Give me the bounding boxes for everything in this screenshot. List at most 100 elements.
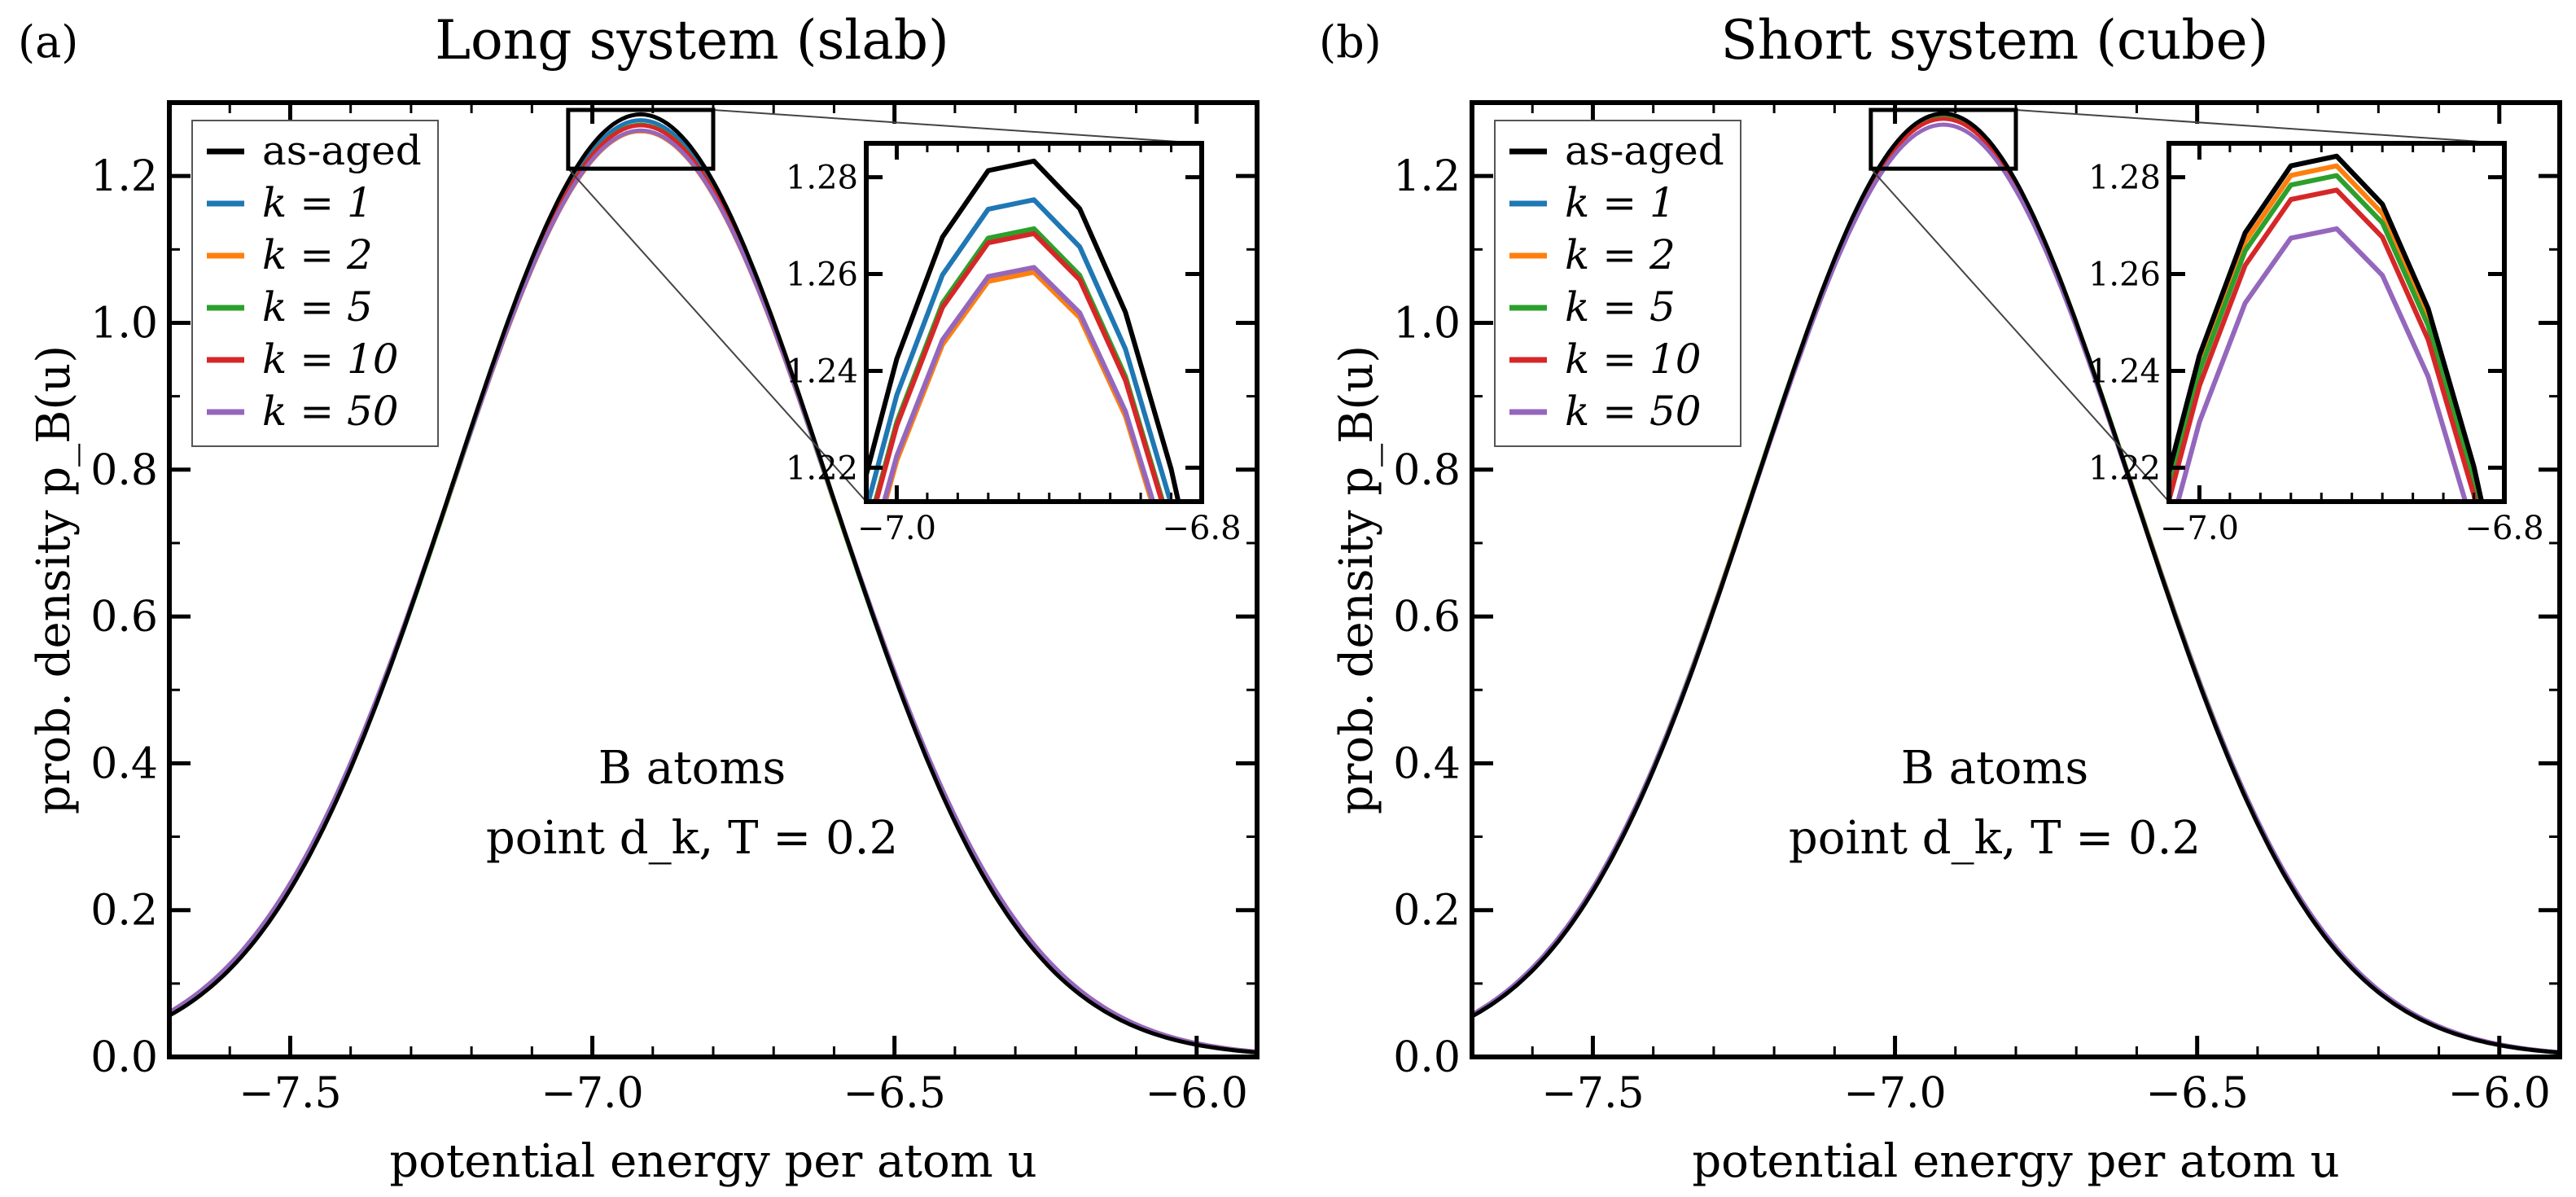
panel-a-curves [168, 112, 1258, 1054]
legend-label-k2: k = 2 [262, 231, 373, 278]
legend-label-k5: k = 5 [1565, 283, 1676, 331]
zoom-connector-line [1870, 168, 2170, 502]
inset-ticks [2169, 143, 2507, 502]
panel-b-curves [1470, 112, 2561, 1055]
panel-b-x-tick-labels: −7.5 −7.0 −6.5 −6.0 [1541, 1069, 2551, 1118]
panel-b-title: Short system (cube) [1721, 9, 2269, 72]
panel-a-title: Long system (slab) [435, 9, 949, 72]
x-tick-label: −6.5 [843, 1069, 946, 1118]
x-tick-label: −7.5 [1541, 1069, 1644, 1118]
inset-y-tick-labels: 1.22 1.24 1.26 1.28 [786, 160, 858, 488]
legend-label-k10: k = 10 [1565, 335, 1702, 383]
panel-a: (a) Long system (slab) −7.5 −7.0 −6.5 −6… [18, 9, 1260, 1188]
inset-curve-as-aged [866, 158, 1181, 502]
inset-y-tick-label: 1.22 [786, 449, 858, 487]
panel-a-annotation-line-2: point d_k, T = 0.2 [486, 812, 898, 865]
inset-y-tick-label: 1.26 [786, 256, 858, 294]
panel-b-ticks [1470, 103, 2561, 1059]
legend-label-k2: k = 2 [1565, 231, 1676, 278]
curve-as-aged [1470, 112, 2561, 1055]
y-tick-label: 0.0 [1393, 1033, 1461, 1082]
legend-label-as-aged: as-aged [262, 127, 422, 174]
inset-y-tick-label: 1.24 [786, 353, 858, 390]
inset-background [866, 143, 1202, 502]
inset-curve-k50 [881, 265, 1156, 502]
inset-curve-k1 [866, 197, 1173, 502]
inset-x-tick-label: −7.0 [2160, 510, 2239, 547]
panel-b-inset: −7.0 −6.8 1.22 1.24 1.26 1.28 [2088, 141, 2544, 547]
legend-label-k5: k = 5 [262, 283, 373, 331]
y-tick-label: 0.4 [1393, 739, 1461, 788]
inset-x-tick-label: −7.0 [857, 510, 936, 547]
panel-b-legend: as-aged k = 1 k = 2 k = 5 k = 10 k = 50 [1494, 120, 1741, 447]
x-tick-label: −6.0 [2448, 1069, 2551, 1118]
legend-label-k50: k = 50 [1565, 388, 1702, 435]
zoom-connector-line [2015, 109, 2505, 144]
inset-y-tick-label: 1.28 [786, 160, 858, 197]
panel-b-y-axis-label: prob. density p_B(u) [1330, 345, 1383, 814]
x-tick-label: −7.5 [239, 1069, 341, 1118]
curve-k50 [168, 128, 1258, 1054]
inset-x-tick-label: −6.8 [1162, 510, 1241, 547]
panel-b-annotation-line-2: point d_k, T = 0.2 [1789, 812, 2201, 865]
y-tick-label: 0.0 [90, 1033, 158, 1082]
panel-a-x-tick-labels: −7.5 −7.0 −6.5 −6.0 [239, 1069, 1248, 1118]
panel-a-zoom-indicator [566, 107, 1203, 502]
inset-frame [2166, 141, 2507, 504]
legend-frame [191, 120, 439, 447]
panel-a-x-axis-label: potential energy per atom u [389, 1135, 1036, 1188]
inset-curve-as-aged [2169, 153, 2485, 502]
zoom-box [566, 107, 716, 171]
y-tick-label: 0.6 [1393, 593, 1461, 642]
zoom-connector-line [567, 168, 867, 502]
y-tick-label: 1.0 [90, 299, 158, 348]
inset-frame [864, 141, 1204, 504]
panel-a-label: (a) [18, 16, 78, 68]
inset-curve-k2 [883, 270, 1154, 502]
x-tick-label: −6.5 [2146, 1069, 2249, 1118]
inset-y-tick-label: 1.24 [2088, 353, 2161, 390]
legend-label-as-aged: as-aged [1565, 127, 1724, 174]
legend-label-k10: k = 10 [262, 335, 399, 383]
inset-x-tick-labels: −7.0 −6.8 [2160, 510, 2544, 547]
legend-label-k1: k = 1 [262, 179, 373, 226]
zoom-connector-line [712, 109, 1203, 144]
panel-a-inset: −7.0 −6.8 1.22 1.24 1.26 1.28 [786, 141, 1242, 547]
legend-label-k1: k = 1 [1565, 179, 1676, 226]
y-tick-label: 0.6 [90, 593, 158, 642]
inset-x-tick-labels: −7.0 −6.8 [857, 510, 1242, 547]
panel-a-annotation-line-1: B atoms [598, 742, 786, 795]
inset-curves [866, 158, 1181, 502]
legend-frame [1494, 120, 1741, 447]
y-tick-label: 0.4 [90, 739, 158, 788]
inset-y-tick-labels: 1.22 1.24 1.26 1.28 [2088, 160, 2161, 488]
y-tick-label: 0.2 [90, 887, 158, 936]
inset-x-tick-label: −6.8 [2464, 510, 2543, 547]
y-tick-label: 1.2 [90, 152, 158, 201]
inset-curve-k10 [873, 230, 1165, 502]
inset-y-tick-label: 1.28 [2088, 160, 2161, 197]
y-tick-label: 0.2 [1393, 887, 1461, 936]
panel-b: (b) Short system (cube) −7.5 −7.0 −6.5 −… [1319, 9, 2562, 1188]
panel-b-label: (b) [1319, 16, 1382, 68]
inset-curve-k50 [2175, 226, 2469, 502]
panel-a-legend: as-aged k = 1 k = 2 k = 5 k = 10 k = 50 [191, 120, 439, 447]
inset-y-tick-label: 1.26 [2088, 256, 2161, 294]
x-tick-label: −6.0 [1146, 1069, 1248, 1118]
y-tick-label: 0.8 [90, 446, 158, 495]
inset-curve-k10 [2169, 187, 2478, 502]
y-tick-label: 0.8 [1393, 446, 1461, 495]
panel-a-ticks [168, 103, 1259, 1059]
inset-ticks [866, 143, 1204, 502]
panel-b-zoom-indicator [1868, 107, 2505, 502]
inset-curves [2169, 153, 2485, 502]
panel-b-y-tick-labels: 0.0 0.2 0.4 0.6 0.8 1.0 1.2 [1393, 152, 1461, 1082]
inset-y-tick-label: 1.22 [2088, 449, 2161, 487]
zoom-box [1868, 107, 2018, 171]
inset-curve-k5 [2169, 173, 2482, 502]
panel-b-annotation-line-1: B atoms [1901, 742, 2088, 795]
curve-as-aged [168, 112, 1258, 1054]
legend-label-k50: k = 50 [262, 388, 399, 435]
panel-b-x-axis-label: potential energy per atom u [1692, 1135, 2339, 1188]
